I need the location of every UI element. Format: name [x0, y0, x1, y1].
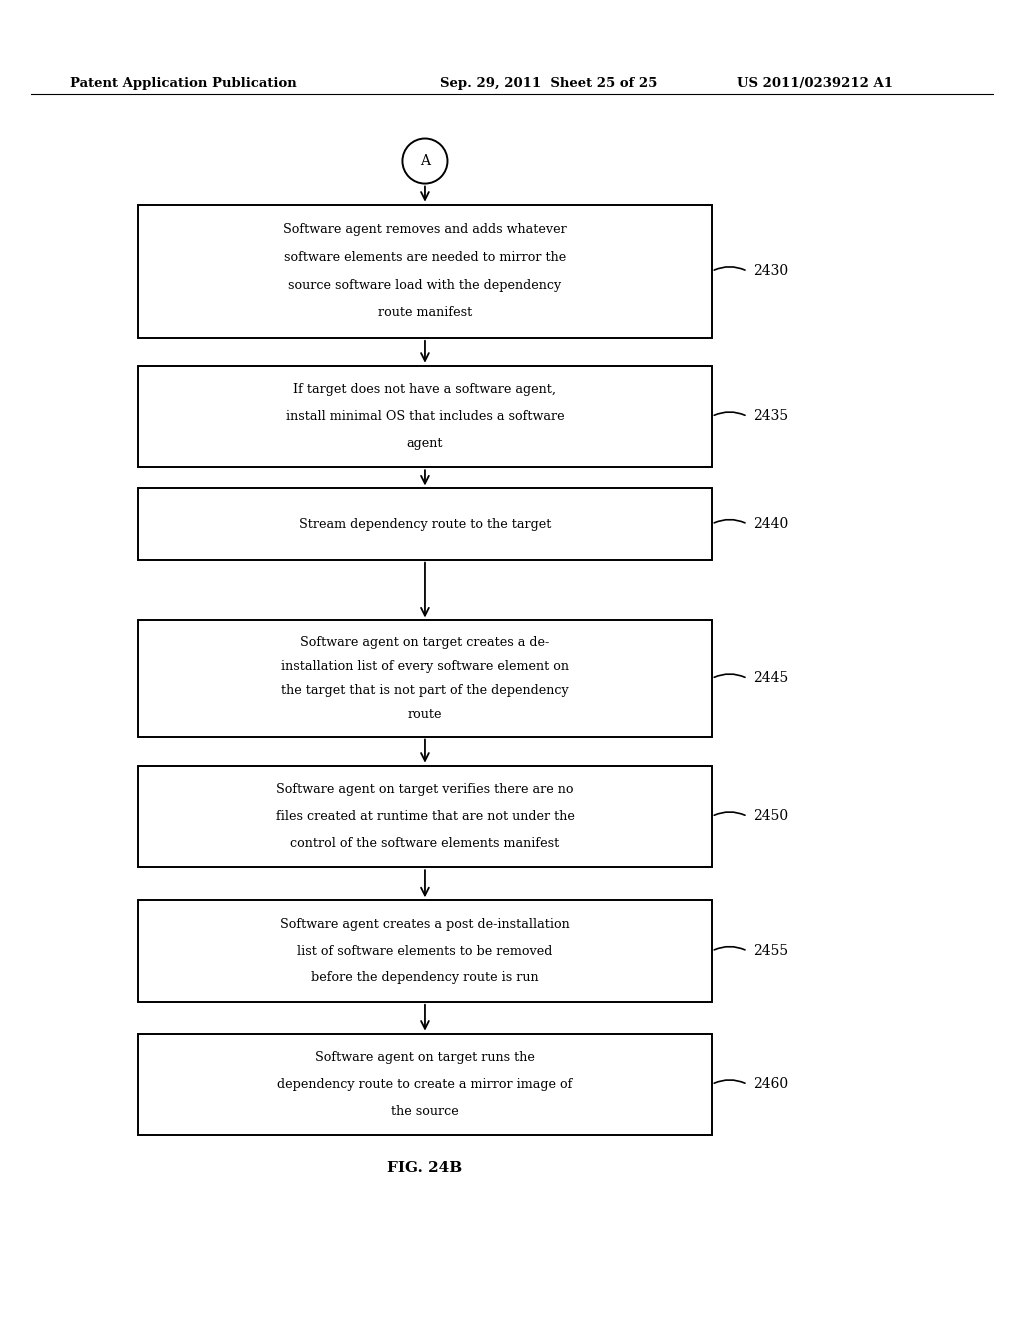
Text: files created at runtime that are not under the: files created at runtime that are not un… — [275, 810, 574, 822]
Text: Sep. 29, 2011  Sheet 25 of 25: Sep. 29, 2011 Sheet 25 of 25 — [440, 77, 657, 90]
Text: 2440: 2440 — [753, 517, 787, 531]
Text: 2450: 2450 — [753, 809, 787, 824]
Text: Stream dependency route to the target: Stream dependency route to the target — [299, 517, 551, 531]
Bar — [138, 620, 712, 737]
Text: Patent Application Publication: Patent Application Publication — [70, 77, 296, 90]
Text: installation list of every software element on: installation list of every software elem… — [281, 660, 569, 673]
Text: Software agent on target runs the: Software agent on target runs the — [315, 1051, 535, 1064]
Text: list of software elements to be removed: list of software elements to be removed — [297, 945, 553, 957]
Text: dependency route to create a mirror image of: dependency route to create a mirror imag… — [278, 1078, 572, 1090]
Text: 2430: 2430 — [753, 264, 787, 279]
Text: install minimal OS that includes a software: install minimal OS that includes a softw… — [286, 411, 564, 422]
Bar — [138, 1034, 712, 1135]
Bar — [138, 900, 712, 1002]
Text: 2460: 2460 — [753, 1077, 787, 1092]
Bar — [138, 488, 712, 560]
Text: the target that is not part of the dependency: the target that is not part of the depen… — [281, 684, 569, 697]
Bar — [138, 205, 712, 338]
Text: control of the software elements manifest: control of the software elements manifes… — [291, 837, 559, 850]
Text: source software load with the dependency: source software load with the dependency — [289, 279, 561, 292]
Ellipse shape — [402, 139, 447, 183]
Text: Software agent creates a post de-installation: Software agent creates a post de-install… — [281, 917, 569, 931]
Text: US 2011/0239212 A1: US 2011/0239212 A1 — [737, 77, 893, 90]
Text: software elements are needed to mirror the: software elements are needed to mirror t… — [284, 251, 566, 264]
Text: 2445: 2445 — [753, 672, 787, 685]
Text: before the dependency route is run: before the dependency route is run — [311, 972, 539, 985]
Bar — [138, 766, 712, 867]
Text: the source: the source — [391, 1105, 459, 1118]
Text: route: route — [408, 709, 442, 721]
Text: FIG. 24B: FIG. 24B — [387, 1162, 463, 1175]
Text: route manifest: route manifest — [378, 306, 472, 319]
Bar — [138, 366, 712, 467]
Text: Software agent on target creates a de-: Software agent on target creates a de- — [300, 636, 550, 648]
Text: A: A — [420, 154, 430, 168]
Text: agent: agent — [407, 437, 443, 450]
Text: Software agent removes and adds whatever: Software agent removes and adds whatever — [283, 223, 567, 236]
Text: 2435: 2435 — [753, 409, 787, 424]
Text: Software agent on target verifies there are no: Software agent on target verifies there … — [276, 783, 573, 796]
Text: If target does not have a software agent,: If target does not have a software agent… — [294, 383, 556, 396]
Text: 2455: 2455 — [753, 944, 787, 958]
